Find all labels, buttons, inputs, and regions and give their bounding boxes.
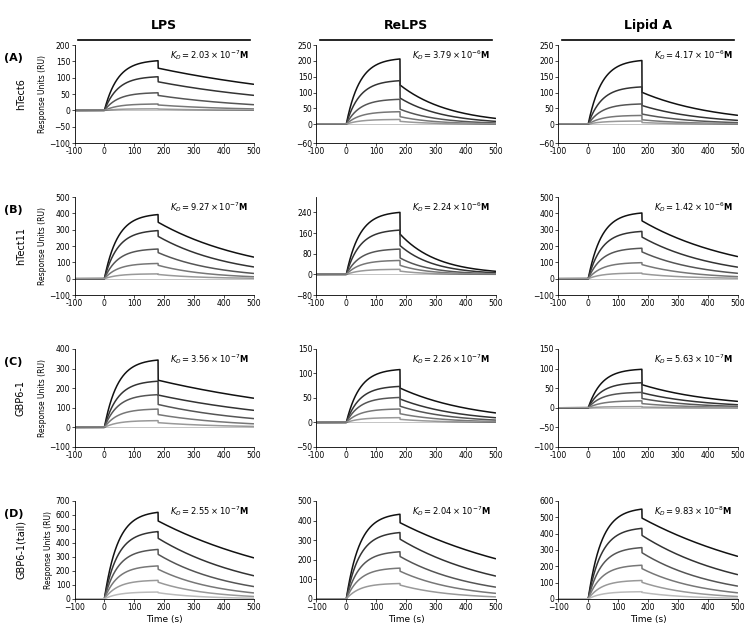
Y-axis label: Response Units (RU): Response Units (RU) <box>38 55 47 133</box>
Text: LPS: LPS <box>151 19 177 32</box>
Text: GBP6-1(tail): GBP6-1(tail) <box>16 520 26 580</box>
Text: $K_D = 5.63\times10^{-7}$M: $K_D = 5.63\times10^{-7}$M <box>653 352 732 366</box>
Text: Lipid A: Lipid A <box>624 19 672 32</box>
Text: hTect6: hTect6 <box>16 78 26 110</box>
Text: $K_D = 3.56\times10^{-7}$M: $K_D = 3.56\times10^{-7}$M <box>170 352 248 366</box>
Text: $K_D = 9.27\times10^{-7}$M: $K_D = 9.27\times10^{-7}$M <box>170 200 248 214</box>
Text: GBP6-1: GBP6-1 <box>16 380 26 416</box>
Y-axis label: Response Units (RU): Response Units (RU) <box>38 207 47 285</box>
X-axis label: Time (s): Time (s) <box>630 615 666 624</box>
Y-axis label: Response Units (RU): Response Units (RU) <box>38 359 47 437</box>
Text: $K_D = 1.42\times10^{-6}$M: $K_D = 1.42\times10^{-6}$M <box>653 200 732 214</box>
Text: $K_D = 2.24\times10^{-6}$M: $K_D = 2.24\times10^{-6}$M <box>412 200 490 214</box>
Text: $K_D = 9.83\times10^{-8}$M: $K_D = 9.83\times10^{-8}$M <box>654 504 732 518</box>
Text: hTect11: hTect11 <box>16 227 26 265</box>
Text: $K_D = 3.79\times10^{-6}$M: $K_D = 3.79\times10^{-6}$M <box>412 48 490 62</box>
Text: $K_D = 2.03\times10^{-7}$M: $K_D = 2.03\times10^{-7}$M <box>170 48 248 62</box>
Text: (D): (D) <box>4 509 23 518</box>
Text: (A): (A) <box>4 53 22 63</box>
X-axis label: Time (s): Time (s) <box>387 615 425 624</box>
Text: $K_D = 2.55\times10^{-7}$M: $K_D = 2.55\times10^{-7}$M <box>170 504 248 518</box>
Y-axis label: Response Units (RU): Response Units (RU) <box>44 511 53 589</box>
Text: $K_D = 2.26\times10^{-7}$M: $K_D = 2.26\times10^{-7}$M <box>412 352 490 366</box>
Text: ReLPS: ReLPS <box>384 19 428 32</box>
Text: $K_D = 2.04\times10^{-7}$M: $K_D = 2.04\times10^{-7}$M <box>412 504 490 518</box>
Text: (B): (B) <box>4 205 22 215</box>
Text: $K_D = 4.17\times10^{-6}$M: $K_D = 4.17\times10^{-6}$M <box>653 48 732 62</box>
X-axis label: Time (s): Time (s) <box>146 615 183 624</box>
Text: (C): (C) <box>4 357 22 367</box>
